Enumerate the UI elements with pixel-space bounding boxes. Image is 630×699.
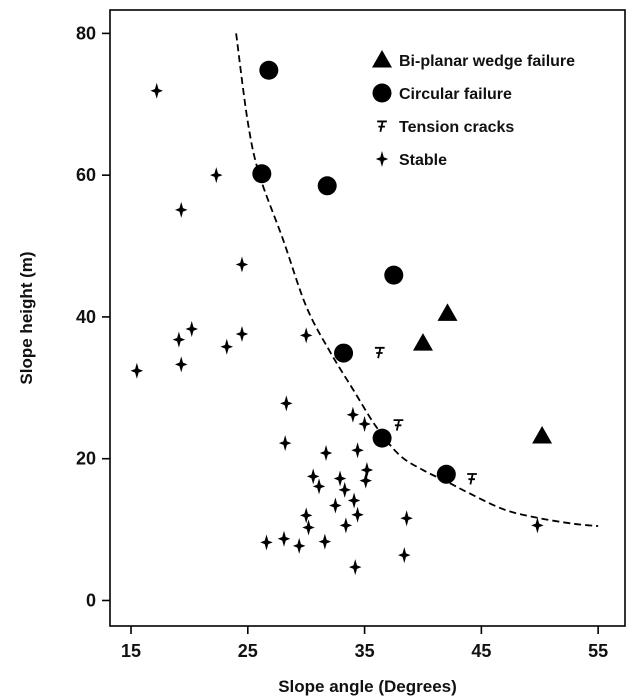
stable-point — [210, 167, 223, 184]
x-tick-label: 55 — [588, 641, 608, 661]
series-circle — [252, 60, 456, 484]
y-axis-title: Slope height (m) — [17, 251, 36, 384]
tension-crack-point — [374, 346, 385, 359]
stable-point — [338, 481, 351, 498]
stable-point — [347, 492, 361, 509]
x-tick-label: 35 — [355, 641, 375, 661]
stable-point — [531, 517, 544, 534]
circular-failure-point — [384, 265, 404, 285]
y-tick-label: 0 — [86, 590, 96, 610]
stable-point — [359, 472, 372, 489]
legend: Bi-planar wedge failure Circular failure T… — [372, 50, 575, 169]
legend-item: Stable — [375, 151, 447, 169]
stable-point — [235, 325, 249, 342]
series-tension-crack — [374, 346, 477, 485]
stable-point — [130, 362, 144, 379]
stable-point — [174, 356, 188, 373]
stable-point — [299, 507, 313, 524]
legend-item: Bi-planar wedge failure — [372, 50, 575, 70]
stable-point — [398, 547, 411, 564]
stable-point — [278, 435, 292, 452]
stable-point — [312, 478, 326, 495]
stable-point — [172, 331, 186, 348]
wedge-failure-point — [437, 303, 458, 321]
circular-failure-point — [436, 464, 456, 484]
stable-point — [277, 530, 291, 547]
stable-point — [400, 510, 413, 527]
x-axis-title: Slope angle (Degrees) — [278, 677, 457, 696]
stable-point — [292, 537, 306, 554]
plot-frame — [109, 9, 626, 627]
y-tick-label: 80 — [76, 23, 96, 43]
ticks: 15 25 35 45 55 0 20 40 60 80 — [76, 23, 608, 661]
tension-crack-point — [393, 419, 404, 431]
series-triangle — [412, 303, 553, 444]
stable-point — [280, 395, 293, 412]
legend-label: Stable — [399, 152, 447, 169]
stable-point — [318, 533, 332, 550]
circular-failure-point — [317, 176, 337, 196]
data-marks — [130, 60, 553, 576]
stable-point — [351, 442, 364, 459]
stable-point — [358, 415, 371, 432]
wedge-failure-point — [412, 333, 433, 351]
stable-point — [302, 519, 315, 536]
stable-point — [299, 327, 313, 344]
x-tick-label: 25 — [238, 641, 258, 661]
stable-point — [348, 559, 362, 576]
y-tick-label: 60 — [76, 165, 96, 185]
y-tick-label: 20 — [76, 449, 96, 469]
stable-point — [306, 468, 320, 485]
threshold-curve — [235, 33, 599, 527]
legend-triangle-marker — [372, 50, 392, 68]
legend-star-marker — [375, 151, 389, 167]
stable-point — [351, 506, 364, 523]
legend-label: Bi-planar wedge failure — [399, 53, 575, 70]
legend-item: Tension cracks — [377, 119, 514, 136]
stable-point — [333, 470, 347, 487]
legend-circle-marker — [372, 83, 392, 103]
tension-crack-point — [467, 473, 477, 485]
x-tick-label: 15 — [121, 641, 141, 661]
legend-tension-crack-marker — [377, 120, 387, 133]
threshold-curve-line — [235, 33, 599, 527]
stable-point — [329, 497, 342, 514]
stable-point — [174, 201, 188, 218]
circular-failure-point — [372, 428, 392, 448]
y-tick-label: 40 — [76, 307, 96, 327]
stable-point — [346, 406, 360, 423]
stable-point — [360, 462, 374, 479]
circular-failure-point — [252, 164, 272, 184]
wedge-failure-point — [532, 426, 553, 444]
stable-point — [339, 517, 353, 534]
stable-point — [220, 338, 234, 355]
legend-item: Circular failure — [372, 83, 512, 103]
circular-failure-point — [259, 60, 279, 80]
x-tick-label: 45 — [471, 641, 491, 661]
stable-point — [235, 256, 249, 273]
stable-point — [185, 320, 198, 337]
stable-point — [260, 534, 273, 551]
legend-label: Tension cracks — [399, 119, 514, 136]
series-star — [130, 82, 544, 576]
stable-point — [150, 82, 163, 99]
stable-point — [319, 445, 333, 462]
circular-failure-point — [334, 343, 354, 363]
axes — [109, 9, 626, 627]
legend-label: Circular failure — [399, 86, 512, 103]
